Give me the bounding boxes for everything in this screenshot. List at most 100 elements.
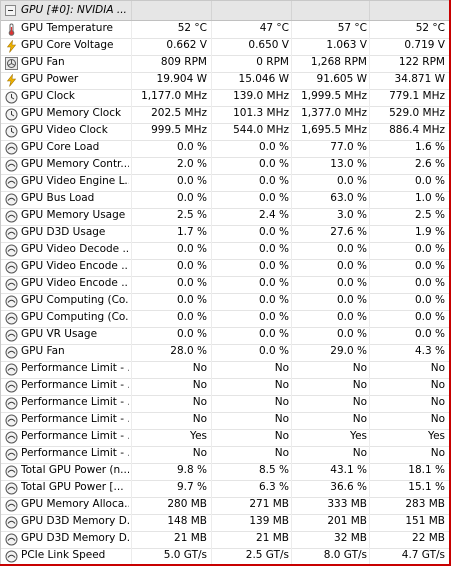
min-value: 0.0 %: [258, 141, 289, 153]
current-value: No: [192, 379, 207, 391]
sensor-row[interactable]: GPU Video Encode ... 0.0 % 0.0 % 0.0 % 0.0 %: [1, 259, 450, 277]
sensor-label: GPU Core Load: [21, 141, 100, 153]
gauge-icon: [5, 482, 18, 495]
current-value: 148 MB: [167, 515, 207, 527]
sensor-row[interactable]: Performance Limit - ... No No No No: [1, 446, 450, 464]
sensor-row[interactable]: GPU Memory Clock 202.5 MHz 101.3 MHz 1,377.…: [1, 106, 450, 124]
column-separator: [369, 480, 370, 497]
sensor-row[interactable]: Performance Limit - ... No No No No: [1, 412, 450, 430]
sensor-row[interactable]: GPU Power 19.904 W 15.046 W 91.605 W 34.871 …: [1, 72, 450, 90]
column-separator: [369, 140, 370, 157]
sensor-row[interactable]: GPU Fan 809 RPM 0 RPM 1,268 RPM 122 RPM: [1, 55, 450, 73]
column-separator: [369, 548, 370, 565]
column-separator: [131, 276, 132, 293]
average-value: 0.0 %: [414, 243, 445, 255]
min-value: No: [274, 413, 289, 425]
sensor-row[interactable]: GPU Video Encode ... 0.0 % 0.0 % 0.0 % 0.0 %: [1, 276, 450, 294]
min-value: 0 RPM: [256, 56, 289, 68]
max-value: 0.0 %: [336, 260, 367, 272]
min-value: 0.0 %: [258, 328, 289, 340]
min-value: 47 °C: [259, 22, 289, 34]
sensor-row[interactable]: GPU Memory Contr... 2.0 % 0.0 % 13.0 % 2.6 %: [1, 157, 450, 175]
column-separator: [291, 157, 292, 174]
column-separator: [131, 242, 132, 259]
sensor-row[interactable]: PCIe Link Speed 5.0 GT/s 2.5 GT/s 8.0 GT/s 4…: [1, 548, 450, 565]
column-separator: [211, 548, 212, 565]
column-separator: [291, 259, 292, 276]
column-separator: [131, 38, 132, 55]
sensor-row[interactable]: Performance Limit - ... No No No No: [1, 378, 450, 396]
sensor-row[interactable]: Performance Limit - ... No No No No: [1, 395, 450, 413]
column-separator: [369, 21, 370, 38]
window-edge: [0, 564, 451, 566]
average-value: 1.6 %: [414, 141, 445, 153]
column-separator: [211, 89, 212, 106]
sensor-row[interactable]: Performance Limit - ... Yes No Yes Yes: [1, 429, 450, 447]
max-value: 0.0 %: [336, 311, 367, 323]
sensor-row[interactable]: GPU D3D Memory D... 21 MB 21 MB 32 MB 22 MB: [1, 531, 450, 549]
sensor-row[interactable]: GPU D3D Memory D... 148 MB 139 MB 201 MB 151…: [1, 514, 450, 532]
header-cell: [369, 1, 450, 20]
sensor-row[interactable]: GPU Video Decode ... 0.0 % 0.0 % 0.0 % 0.0 %: [1, 242, 450, 260]
sensor-row[interactable]: GPU Computing (Co... 0.0 % 0.0 % 0.0 % 0.0 %: [1, 293, 450, 311]
sensor-row[interactable]: GPU Clock 1,177.0 MHz 139.0 MHz 1,999.5 MHz…: [1, 89, 450, 107]
column-separator: [291, 174, 292, 191]
current-value: 0.0 %: [176, 192, 207, 204]
sensor-row[interactable]: GPU Fan 28.0 % 0.0 % 29.0 % 4.3 %: [1, 344, 450, 362]
column-separator: [291, 548, 292, 565]
sensor-row[interactable]: GPU Memory Alloca... 280 MB 271 MB 333 MB 28…: [1, 497, 450, 515]
gauge-icon: [5, 363, 18, 376]
gpu-chip-icon: [5, 5, 16, 16]
max-value: 1,999.5 MHz: [301, 90, 367, 102]
column-separator: [369, 106, 370, 123]
sensor-label: Total GPU Power (n...: [21, 464, 129, 476]
sensor-row[interactable]: GPU VR Usage 0.0 % 0.0 % 0.0 % 0.0 %: [1, 327, 450, 345]
sensor-row[interactable]: GPU D3D Usage 1.7 % 0.0 % 27.6 % 1.9 %: [1, 225, 450, 243]
sensor-row[interactable]: GPU Video Clock 999.5 MHz 544.0 MHz 1,695.5…: [1, 123, 450, 141]
column-separator: [211, 412, 212, 429]
sensor-row[interactable]: GPU Memory Usage 2.5 % 2.4 % 3.0 % 2.5 %: [1, 208, 450, 226]
min-value: 2.5 GT/s: [245, 549, 289, 561]
sensor-row[interactable]: GPU Bus Load 0.0 % 0.0 % 63.0 % 1.0 %: [1, 191, 450, 209]
max-value: 36.6 %: [330, 481, 367, 493]
sensor-label: GPU D3D Usage: [21, 226, 106, 238]
sensor-row[interactable]: Total GPU Power (n... 9.8 % 8.5 % 43.1 % 18.…: [1, 463, 450, 481]
sensor-row[interactable]: GPU Computing (Co... 0.0 % 0.0 % 0.0 % 0.0 %: [1, 310, 450, 328]
sensor-row[interactable]: GPU Video Engine L... 0.0 % 0.0 % 0.0 % 0.0 …: [1, 174, 450, 192]
sensor-row[interactable]: GPU Core Load 0.0 % 0.0 % 77.0 % 1.6 %: [1, 140, 450, 158]
sensor-row[interactable]: Total GPU Power [... 9.7 % 6.3 % 36.6 % 15.1…: [1, 480, 450, 498]
average-value: 283 MB: [405, 498, 445, 510]
gpu-group-header[interactable]: GPU [#0]: NVIDIA ...: [1, 1, 450, 21]
clock-icon: [5, 91, 18, 104]
min-value: 139.0 MHz: [233, 90, 289, 102]
average-value: Yes: [428, 430, 445, 442]
column-separator: [131, 378, 132, 395]
min-value: 0.0 %: [258, 311, 289, 323]
current-value: 52 °C: [177, 22, 207, 34]
current-value: 1.7 %: [176, 226, 207, 238]
column-separator: [211, 157, 212, 174]
min-value: 0.0 %: [258, 345, 289, 357]
column-separator: [131, 412, 132, 429]
average-value: 529.0 MHz: [389, 107, 445, 119]
column-separator: [211, 361, 212, 378]
gauge-icon: [5, 397, 18, 410]
header-cell: [211, 1, 292, 20]
column-separator: [211, 191, 212, 208]
column-separator: [291, 480, 292, 497]
sensor-row[interactable]: Performance Limit - ... No No No No: [1, 361, 450, 379]
min-value: 0.0 %: [258, 277, 289, 289]
max-value: 63.0 %: [330, 192, 367, 204]
min-value: 139 MB: [249, 515, 289, 527]
sensor-label: Performance Limit - ...: [21, 362, 129, 374]
average-value: 886.4 MHz: [389, 124, 445, 136]
min-value: 0.0 %: [258, 158, 289, 170]
sensor-row[interactable]: GPU Core Voltage 0.662 V 0.650 V 1.063 V 0.7…: [1, 38, 450, 56]
column-separator: [291, 72, 292, 89]
column-separator: [131, 293, 132, 310]
gauge-icon: [5, 142, 18, 155]
column-separator: [369, 378, 370, 395]
sensor-row[interactable]: GPU Temperature 52 °C 47 °C 57 °C 52 °C: [1, 21, 450, 39]
max-value: 0.0 %: [336, 175, 367, 187]
column-separator: [369, 191, 370, 208]
